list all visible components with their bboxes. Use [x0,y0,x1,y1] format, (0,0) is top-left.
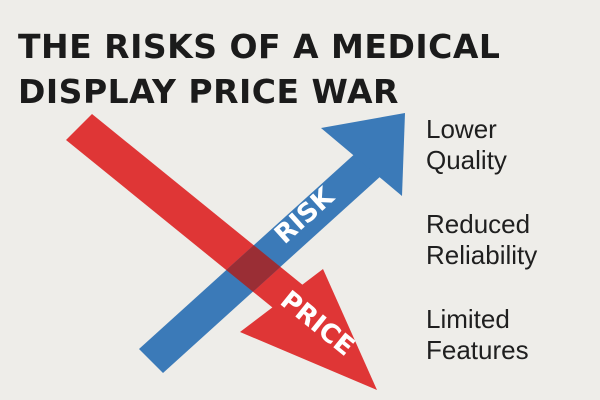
title-line-1: THE RISKS OF A MEDICAL [18,27,501,66]
risk-arrow-head [321,113,405,196]
risk-item-reduced-reliability: Reduced Reliability [426,209,537,271]
risk-list: Lower Quality Reduced Reliability Limite… [426,114,537,399]
title-line-2: DISPLAY PRICE WAR [18,72,399,111]
risk-item-lower-quality: Lower Quality [426,114,537,176]
risk-item-line: Reliability [426,240,538,270]
risk-item-line: Limited [426,304,510,334]
risk-item-limited-features: Limited Features [426,304,537,366]
risk-item-line: Lower [426,114,497,144]
price-arrow-shaft [66,114,304,312]
risk-item-line: Quality [426,145,507,175]
page-title: THE RISKS OF A MEDICAL DISPLAY PRICE WAR [18,24,500,114]
risk-item-line: Reduced [426,209,531,239]
price-arrow-head [240,269,377,390]
risk-item-line: Features [426,335,529,365]
